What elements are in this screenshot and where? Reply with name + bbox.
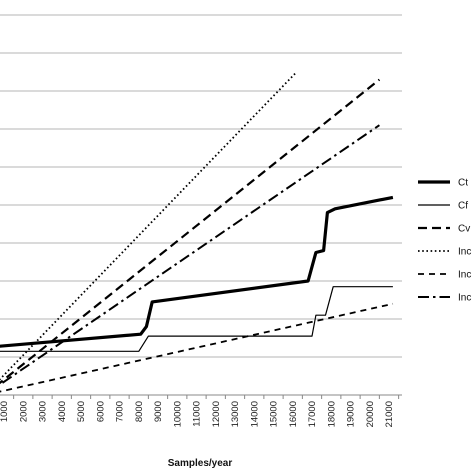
x-tick-label-20000: 20000 bbox=[365, 401, 376, 427]
x-tick-label-13000: 13000 bbox=[230, 401, 241, 427]
legend-label-0: Ct bbox=[458, 178, 468, 189]
x-tick-label-5000: 5000 bbox=[76, 401, 87, 422]
legend-label-3: Inc bbox=[458, 247, 471, 258]
x-tick-label-18000: 18000 bbox=[326, 401, 337, 427]
series-line-2-cv bbox=[0, 78, 381, 385]
x-tick-label-17000: 17000 bbox=[307, 401, 318, 427]
legend: Ct Cf Cv Inc Inc Inc bbox=[418, 178, 471, 304]
x-tick-labels: 1000 2000 3000 4000 5000 6000 7000 8000 9000 1000… bbox=[0, 401, 395, 427]
x-tick-label-14000: 14000 bbox=[249, 401, 260, 427]
series-line-5-inc bbox=[0, 124, 380, 386]
legend-label-2: Cv bbox=[458, 224, 470, 235]
series-lines bbox=[0, 71, 394, 393]
x-tick-label-10000: 10000 bbox=[172, 401, 183, 427]
legend-label-1: Cf bbox=[458, 201, 468, 212]
x-tick-label-21000: 21000 bbox=[384, 401, 395, 427]
x-tick-label-15000: 15000 bbox=[269, 401, 280, 427]
x-tick-label-2000: 2000 bbox=[18, 401, 29, 422]
series-line-3-inc bbox=[0, 71, 298, 381]
series-line-4-inc bbox=[0, 302, 394, 393]
x-tick-label-11000: 11000 bbox=[192, 401, 203, 427]
x-tick-label-4000: 4000 bbox=[57, 401, 68, 422]
x-tick-label-12000: 12000 bbox=[211, 401, 222, 427]
x-tick-label-9000: 9000 bbox=[153, 401, 164, 422]
axes bbox=[0, 394, 402, 399]
x-tick-label-7000: 7000 bbox=[115, 401, 126, 422]
series-line-0-ct bbox=[0, 195, 394, 348]
legend-label-4: Inc bbox=[458, 270, 471, 281]
series-line-1-cf bbox=[0, 286, 393, 352]
x-tick-label-16000: 16000 bbox=[288, 401, 299, 427]
legend-label-5: Inc bbox=[458, 293, 471, 304]
x-tick-label-19000: 19000 bbox=[346, 401, 357, 427]
x-tick-label-3000: 3000 bbox=[38, 401, 49, 422]
gridlines bbox=[0, 14, 402, 396]
x-tick-label-8000: 8000 bbox=[134, 401, 145, 422]
x-tick-label-6000: 6000 bbox=[95, 401, 106, 422]
x-axis-label: Samples/year bbox=[168, 458, 233, 469]
x-tick-label-1000: 1000 bbox=[0, 401, 10, 422]
